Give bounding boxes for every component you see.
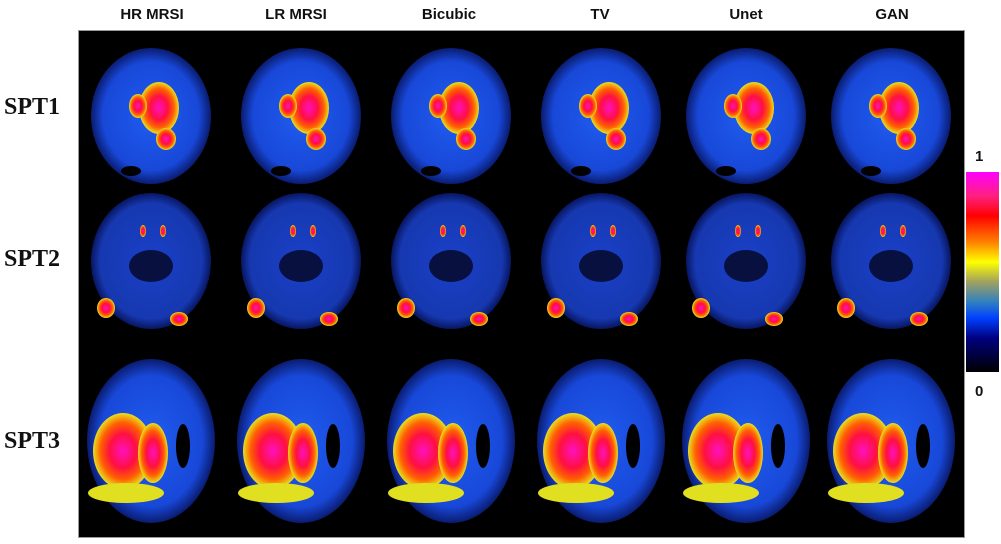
ventricle bbox=[476, 424, 490, 468]
lesion-edge bbox=[538, 483, 614, 503]
lesion-hotspot bbox=[896, 128, 916, 150]
lesion-hotspot bbox=[692, 298, 710, 318]
lesion-hotspot bbox=[438, 423, 468, 483]
ventricle bbox=[279, 250, 323, 282]
lesion-hotspot bbox=[439, 82, 479, 134]
row-label-spt2: SPT2 bbox=[4, 246, 61, 272]
column-header-hr-mrsi: HR MRSI bbox=[120, 6, 184, 23]
row-label-spt3: SPT3 bbox=[4, 428, 61, 454]
lesion-edge bbox=[88, 483, 164, 503]
lesion-hotspot bbox=[610, 225, 616, 237]
lesion-hotspot bbox=[765, 312, 783, 326]
lesion-hotspot bbox=[470, 312, 488, 326]
lesion-hotspot bbox=[156, 128, 176, 150]
ventricle bbox=[121, 166, 141, 176]
ventricle bbox=[429, 250, 473, 282]
ventricle bbox=[326, 424, 340, 468]
lesion-hotspot bbox=[288, 423, 318, 483]
lesion-edge bbox=[828, 483, 904, 503]
lesion-hotspot bbox=[170, 312, 188, 326]
lesion-hotspot bbox=[590, 225, 596, 237]
column-header-bicubic: Bicubic bbox=[421, 6, 477, 23]
ventricle bbox=[571, 166, 591, 176]
lesion-hotspot bbox=[138, 423, 168, 483]
ventricle bbox=[579, 250, 623, 282]
ventricle bbox=[869, 250, 913, 282]
lesion-hotspot bbox=[289, 82, 329, 134]
lesion-hotspot bbox=[279, 94, 297, 118]
ventricle bbox=[771, 424, 785, 468]
lesion-hotspot bbox=[140, 225, 146, 237]
lesion-edge bbox=[388, 483, 464, 503]
column-header-gan: GAN bbox=[875, 6, 909, 23]
lesion-hotspot bbox=[588, 423, 618, 483]
lesion-hotspot bbox=[579, 94, 597, 118]
image-grid bbox=[78, 30, 965, 538]
lesion-hotspot bbox=[129, 94, 147, 118]
lesion-hotspot bbox=[735, 225, 741, 237]
lesion-hotspot bbox=[734, 82, 774, 134]
lesion-hotspot bbox=[460, 225, 466, 237]
lesion-hotspot bbox=[429, 94, 447, 118]
ventricle bbox=[724, 250, 768, 282]
ventricle bbox=[271, 166, 291, 176]
lesion-hotspot bbox=[833, 413, 893, 489]
lesion-hotspot bbox=[724, 94, 742, 118]
lesion-hotspot bbox=[310, 225, 316, 237]
ventricle bbox=[916, 424, 930, 468]
lesion-hotspot bbox=[93, 413, 153, 489]
lesion-hotspot bbox=[878, 423, 908, 483]
column-header-tv: TV bbox=[590, 6, 610, 23]
lesion-hotspot bbox=[139, 82, 179, 134]
lesion-hotspot bbox=[910, 312, 928, 326]
lesion-hotspot bbox=[290, 225, 296, 237]
colorbar-min-label: 0 bbox=[975, 383, 984, 400]
lesion-edge bbox=[683, 483, 759, 503]
brain-maps bbox=[87, 48, 955, 523]
ventricle bbox=[716, 166, 736, 176]
lesion-hotspot bbox=[900, 225, 906, 237]
lesion-hotspot bbox=[751, 128, 771, 150]
ventricle bbox=[129, 250, 173, 282]
lesion-hotspot bbox=[456, 128, 476, 150]
ventricle bbox=[626, 424, 640, 468]
colorbar bbox=[966, 172, 999, 372]
lesion-hotspot bbox=[97, 298, 115, 318]
lesion-hotspot bbox=[243, 413, 303, 489]
colorbar-max-label: 1 bbox=[975, 148, 984, 165]
lesion-hotspot bbox=[589, 82, 629, 134]
lesion-hotspot bbox=[755, 225, 761, 237]
column-header-unet: Unet bbox=[729, 6, 763, 23]
column-header-lr-mrsi: LR MRSI bbox=[265, 6, 327, 23]
lesion-hotspot bbox=[320, 312, 338, 326]
lesion-hotspot bbox=[688, 413, 748, 489]
lesion-hotspot bbox=[440, 225, 446, 237]
row-label-spt1: SPT1 bbox=[4, 94, 61, 120]
lesion-edge bbox=[238, 483, 314, 503]
lesion-hotspot bbox=[733, 423, 763, 483]
lesion-hotspot bbox=[393, 413, 453, 489]
ventricle bbox=[421, 166, 441, 176]
lesion-hotspot bbox=[543, 413, 603, 489]
lesion-hotspot bbox=[247, 298, 265, 318]
ventricle bbox=[176, 424, 190, 468]
lesion-hotspot bbox=[306, 128, 326, 150]
lesion-hotspot bbox=[880, 225, 886, 237]
lesion-hotspot bbox=[547, 298, 565, 318]
lesion-hotspot bbox=[879, 82, 919, 134]
lesion-hotspot bbox=[160, 225, 166, 237]
lesion-hotspot bbox=[620, 312, 638, 326]
lesion-hotspot bbox=[837, 298, 855, 318]
lesion-hotspot bbox=[397, 298, 415, 318]
lesion-hotspot bbox=[606, 128, 626, 150]
ventricle bbox=[861, 166, 881, 176]
lesion-hotspot bbox=[869, 94, 887, 118]
